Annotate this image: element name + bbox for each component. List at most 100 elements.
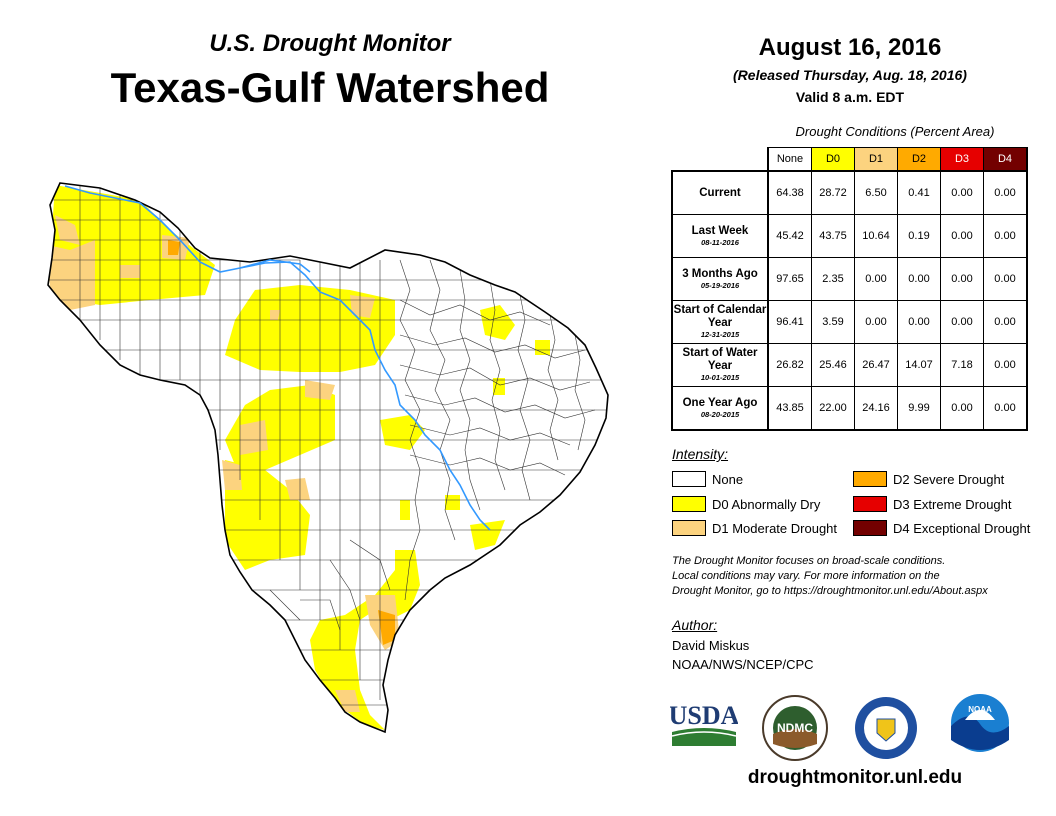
table-cell: 9.99 [897,386,941,431]
d0-area-southwest [225,460,310,570]
legend-swatch-d1 [672,520,706,536]
legend-item-d1: D1 Moderate Drought [672,520,837,536]
table-cell: 0.00 [897,257,941,301]
d1-area-west [222,460,242,490]
d0-area-inland-small [400,500,410,520]
table-cell: 3.59 [811,300,855,344]
doc-seal-logo [855,697,917,759]
d1-area-southwest [285,478,310,500]
table-cell: 0.00 [983,257,1028,301]
watershed-map [47,182,609,734]
row-label: Start of Calendar Year 12-31-2015 [671,300,769,344]
author-name: David Miskus [672,638,750,653]
release-date: (Released Thursday, Aug. 18, 2016) [733,67,967,83]
table-cell: 64.38 [767,170,812,215]
table-cell: 0.00 [940,214,984,258]
table-row: Start of Water Year 10-01-2015 26.82 25.46 2… [671,343,1028,387]
row-label: 3 Months Ago 05-19-2016 [671,257,769,301]
noaa-logo: NOAA [951,694,1009,752]
eagle-shield-icon [876,718,896,742]
table-cell: 0.00 [983,214,1028,258]
col-header-d2: D2 [897,147,941,172]
table-cell: 0.41 [897,170,941,215]
d2-area-panhandle [168,240,180,255]
drought-conditions-table: None D0 D1 D2 D3 D4 Current 64.38 28.72 6.5… [671,147,1028,431]
table-cell: 7.18 [940,343,984,387]
brazos-river [64,185,491,531]
table-cell: 43.85 [767,386,812,431]
table-cell: 10.64 [854,214,898,258]
table-row: Last Week 08-11-2016 45.42 43.75 10.64 0.19 0.… [671,214,1028,258]
table-cell: 0.00 [940,300,984,344]
table-header-row: None D0 D1 D2 D3 D4 [672,147,1028,172]
table-corner [672,147,769,172]
col-header-d0: D0 [811,147,855,172]
table-caption: Drought Conditions (Percent Area) [795,124,995,139]
noaa-wave-icon [951,716,1009,750]
d0-area-inland-small-2 [445,495,460,510]
table-cell: 26.82 [767,343,812,387]
website-link[interactable]: droughtmonitor.unl.edu [747,767,963,788]
d1-area-panhandle-center [120,265,140,278]
row-label-text: Last Week [691,224,749,237]
table-row: 3 Months Ago 05-19-2016 97.65 2.35 0.00 0.00 0… [671,257,1028,301]
table-body: Current 64.38 28.72 6.50 0.41 0.00 0.00 Last We… [671,170,1028,431]
d0-area-east [480,305,515,340]
disclaimer-note: The Drought Monitor focuses on broad-sca… [672,554,1042,599]
table-cell: 0.00 [983,300,1028,344]
note-line-2: Local conditions may vary. For more info… [672,570,940,582]
d1-area-panhandle-west [48,240,95,310]
usda-logo-text: USDA [670,701,738,730]
table-cell: 45.42 [767,214,812,258]
table-cell: 0.00 [983,386,1028,431]
col-header-none: None [767,147,812,172]
d0-area-east-small [493,378,505,395]
col-header-d4: D4 [983,147,1028,172]
author-label: Author: [672,617,718,633]
row-date: 08-11-2016 [701,237,739,247]
map-title: Texas-Gulf Watershed [110,64,550,111]
d1-area-west-central [240,420,268,455]
legend-item-d4: D4 Exceptional Drought [853,520,1030,536]
table-cell: 43.75 [811,214,855,258]
map-date: August 16, 2016 [758,34,942,61]
watershed-outline [47,182,609,734]
table-cell: 6.50 [854,170,898,215]
legend-label-d2: D2 Severe Drought [893,471,1005,487]
table-cell: 0.00 [940,170,984,215]
table-cell: 0.00 [854,257,898,301]
legend-item-d2: D2 Severe Drought [853,471,1004,487]
legend-swatch-d0 [672,496,706,512]
legend-label-d1: D1 Moderate Drought [712,520,838,536]
row-label-text: 3 Months Ago [682,267,758,280]
row-label-text: Current [699,186,741,199]
legend-swatch-none [672,471,706,487]
table-row: Start of Calendar Year 12-31-2015 96.41 3.5… [671,300,1028,344]
row-label: Current [671,170,769,215]
note-line-3[interactable]: Drought Monitor, go to https://droughtmo… [672,585,988,597]
table-row: Current 64.38 28.72 6.50 0.41 0.00 0.00 [671,170,1028,215]
table-cell: 97.65 [767,257,812,301]
note-line-1: The Drought Monitor focuses on broad-sca… [672,555,946,567]
row-label: One Year Ago 08-20-2015 [671,386,769,431]
table-cell: 0.00 [983,170,1028,215]
usda-logo: USDA [670,701,738,746]
table-cell: 14.07 [897,343,941,387]
legend-item-d0: D0 Abnormally Dry [672,496,820,512]
table-cell: 0.19 [897,214,941,258]
table-cell: 0.00 [940,386,984,431]
legend-item-d3: D3 Extreme Drought [853,496,1012,512]
map-subtitle: U.S. Drought Monitor [209,30,451,57]
table-cell: 0.00 [983,343,1028,387]
d1-area-panhandle-nw [55,215,80,245]
col-header-d1: D1 [854,147,898,172]
table-cell: 96.41 [767,300,812,344]
table-cell: 25.46 [811,343,855,387]
usda-field-stripe [671,731,737,737]
row-date: 08-20-2015 [700,409,740,419]
d1-area-central-north [350,295,375,318]
tributary-river [239,259,311,273]
row-label: Last Week 08-11-2016 [671,214,769,258]
legend-label-none: None [712,471,744,487]
table-cell: 26.47 [854,343,898,387]
